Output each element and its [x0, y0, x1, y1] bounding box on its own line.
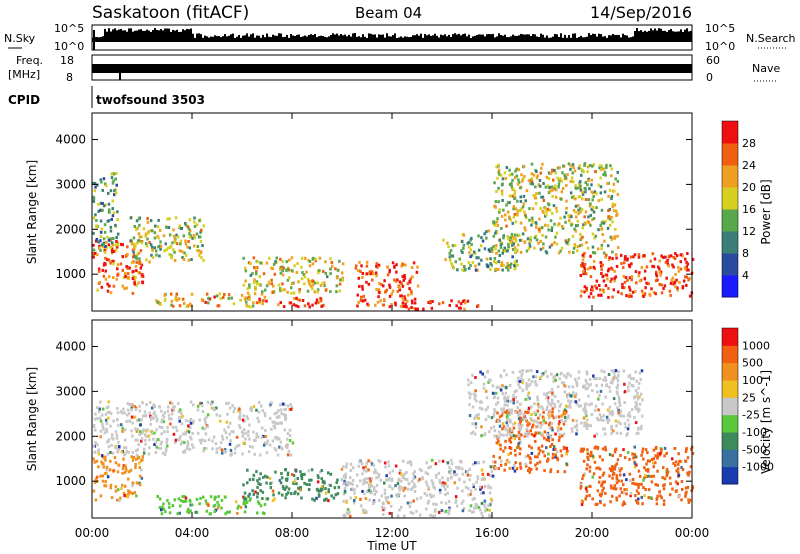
- x-tick-label: 00:00: [675, 526, 710, 540]
- power-colorbar-segment: [722, 209, 738, 232]
- beam-title: Beam 04: [355, 4, 422, 22]
- power-ylabel: Slant Range [km]: [25, 160, 39, 264]
- power-colorbar-tick: 12: [742, 225, 756, 238]
- power-colorbar-tick: 20: [742, 181, 756, 194]
- freq-label: Freq.: [16, 54, 43, 67]
- velocity-colorbar-segment: [722, 414, 738, 433]
- velocity-data-area: [92, 369, 695, 518]
- power-echo-region: [405, 299, 480, 311]
- x-tick-label: 12:00: [375, 526, 410, 540]
- power-echo-region: [129, 215, 205, 264]
- velocity-echo-region: [242, 467, 344, 503]
- velocity-colorbar-segment: [722, 380, 738, 398]
- velocity-panel: 1000 2000 3000 4000 00:00 04:00 08:00 12:00 16:…: [25, 113, 774, 553]
- power-colorbar-segment: [722, 143, 738, 166]
- power-colorbar-tick: 16: [742, 203, 756, 216]
- power-ytick-label: 3000: [55, 177, 86, 191]
- power-echo-region: [354, 260, 420, 309]
- power-colorbar-tick: 24: [742, 159, 756, 172]
- velocity-colorbar-label: Velocity [m s^-1]: [759, 370, 773, 474]
- x-tick-label: 00:00: [75, 526, 110, 540]
- nsearch-tick-low: 10^0: [705, 40, 735, 53]
- x-tick-label: 04:00: [175, 526, 210, 540]
- power-ytick-label: 2000: [55, 222, 86, 236]
- power-echo-region: [242, 256, 345, 295]
- power-colorbar-segment: [722, 231, 738, 254]
- freq-unit-label: [MHz]: [8, 68, 40, 81]
- nsky-tick-low: 10^0: [54, 40, 84, 53]
- velocity-ytick-label: 4000: [55, 339, 86, 353]
- velocity-colorbar-tick: -500: [742, 443, 767, 456]
- freq-tick-low: 8: [66, 71, 73, 84]
- x-tick-label: 20:00: [575, 526, 610, 540]
- power-colorbar-segment: [722, 165, 738, 188]
- power-echo-region: [492, 162, 620, 255]
- power-colorbar-tick: 4: [742, 269, 749, 282]
- velocity-echo-region: [92, 400, 295, 458]
- cpid-name: twofsound 3503: [96, 93, 205, 107]
- power-ytick-label: 1000: [55, 267, 86, 281]
- nsearch-label: N.Search: [746, 32, 796, 45]
- x-axis-label: Time UT: [366, 539, 417, 553]
- power-colorbar: 4 8 12 16 20 24 28: [721, 120, 756, 298]
- power-data-area: [92, 162, 695, 311]
- velocity-ytick-label: 2000: [55, 429, 86, 443]
- velocity-ytick-label: 3000: [55, 384, 86, 398]
- power-colorbar-label: Power [dB]: [759, 179, 773, 244]
- velocity-colorbar-segment: [722, 449, 738, 468]
- velocity-echo-region: [156, 495, 268, 516]
- velocity-echo-region: [342, 458, 495, 518]
- cpid-row: CPID twofsound 3503: [8, 86, 205, 108]
- velocity-colorbar: 1000 500 100 25 -25 -100 -500 -1000: [721, 327, 774, 485]
- velocity-echo-region: [92, 454, 145, 502]
- nsky-label: N.Sky: [4, 32, 36, 45]
- power-echo-region: [92, 171, 120, 254]
- nsky-tick-high: 10^5: [54, 22, 84, 35]
- velocity-echo-region: [579, 445, 695, 507]
- velocity-colorbar-segment: [722, 328, 738, 346]
- nave-label: Nave: [752, 62, 780, 75]
- freq-trace: [92, 64, 692, 73]
- velocity-colorbar-segment: [722, 345, 738, 364]
- nave-tick-high: 60: [706, 54, 720, 67]
- freq-tick-high: 18: [60, 54, 74, 67]
- power-ytick-label: 4000: [55, 132, 86, 146]
- velocity-ytick-label: 1000: [55, 474, 86, 488]
- velocity-ylabel: Slant Range [km]: [25, 367, 39, 471]
- cpid-label: CPID: [8, 93, 40, 107]
- velocity-colorbar-tick: 500: [742, 357, 763, 370]
- x-tick-label: 16:00: [475, 526, 510, 540]
- velocity-colorbar-tick: 1000: [742, 339, 770, 352]
- station-title: Saskatoon (fitACF): [92, 3, 249, 23]
- power-colorbar-tick: 28: [742, 137, 756, 150]
- power-colorbar-tick: 8: [742, 247, 749, 260]
- velocity-colorbar-tick: -25: [742, 409, 760, 422]
- nsky-trace: [92, 28, 692, 50]
- velocity-colorbar-tick: 100: [742, 374, 763, 387]
- power-colorbar-segment: [722, 275, 738, 298]
- velocity-colorbar-tick: -100: [742, 426, 767, 439]
- power-panel: 1000 2000 3000 4000 Slant Range [km] 4 8 12 16…: [25, 112, 773, 312]
- velocity-colorbar-tick: -1000: [742, 461, 774, 474]
- freq-panel: Freq. [MHz] 18 8 60 0 Nave: [8, 54, 780, 84]
- x-tick-label: 08:00: [275, 526, 310, 540]
- velocity-echo-region: [467, 369, 644, 440]
- power-colorbar-segment: [722, 253, 738, 276]
- date-title: 14/Sep/2016: [590, 3, 692, 22]
- velocity-colorbar-segment: [722, 362, 738, 381]
- velocity-colorbar-segment: [722, 397, 738, 416]
- nsearch-tick-high: 10^5: [705, 22, 735, 35]
- velocity-colorbar-tick: 25: [742, 391, 756, 404]
- velocity-colorbar-segment: [722, 432, 738, 450]
- velocity-colorbar-segment: [722, 466, 738, 485]
- nave-tick-low: 0: [706, 71, 713, 84]
- power-colorbar-segment: [722, 121, 738, 144]
- power-echo-region: [255, 296, 325, 309]
- power-echo-region: [442, 229, 520, 273]
- power-echo-region: [154, 292, 267, 309]
- power-echo-region: [579, 251, 695, 299]
- power-colorbar-segment: [722, 187, 738, 210]
- nsky-panel: N.Sky 10^5 10^0 10^5 10^0 N.Search: [4, 22, 796, 53]
